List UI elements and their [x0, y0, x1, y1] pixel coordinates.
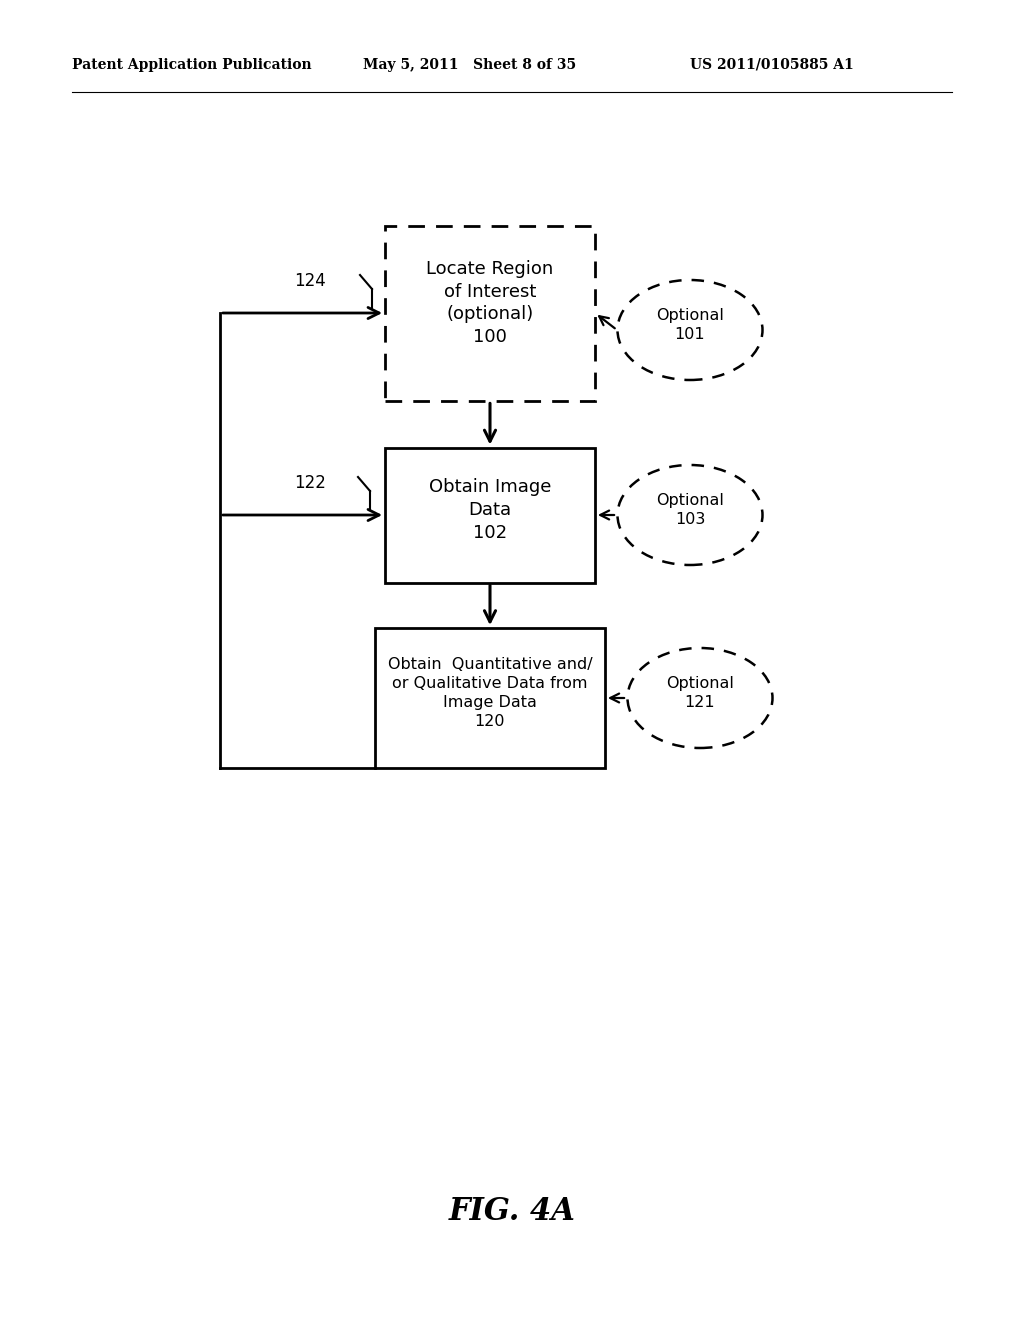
Text: Optional
121: Optional 121: [666, 676, 734, 710]
Text: FIG. 4A: FIG. 4A: [449, 1196, 575, 1228]
Text: May 5, 2011   Sheet 8 of 35: May 5, 2011 Sheet 8 of 35: [362, 58, 577, 73]
Text: Obtain  Quantitative and/
or Qualitative Data from
Image Data
120: Obtain Quantitative and/ or Qualitative …: [388, 657, 592, 729]
Text: Optional
103: Optional 103: [656, 492, 724, 527]
Text: Obtain Image
Data
102: Obtain Image Data 102: [429, 478, 551, 543]
Text: Patent Application Publication: Patent Application Publication: [72, 58, 311, 73]
FancyBboxPatch shape: [385, 226, 595, 400]
Ellipse shape: [617, 280, 763, 380]
Text: Optional
101: Optional 101: [656, 308, 724, 342]
Text: Locate Region
of Interest
(optional)
100: Locate Region of Interest (optional) 100: [426, 260, 554, 346]
FancyBboxPatch shape: [375, 628, 605, 768]
Ellipse shape: [617, 465, 763, 565]
Text: 124: 124: [294, 272, 326, 290]
Ellipse shape: [628, 648, 772, 748]
Text: US 2011/0105885 A1: US 2011/0105885 A1: [690, 58, 854, 73]
FancyBboxPatch shape: [385, 447, 595, 582]
Text: 122: 122: [294, 474, 326, 492]
